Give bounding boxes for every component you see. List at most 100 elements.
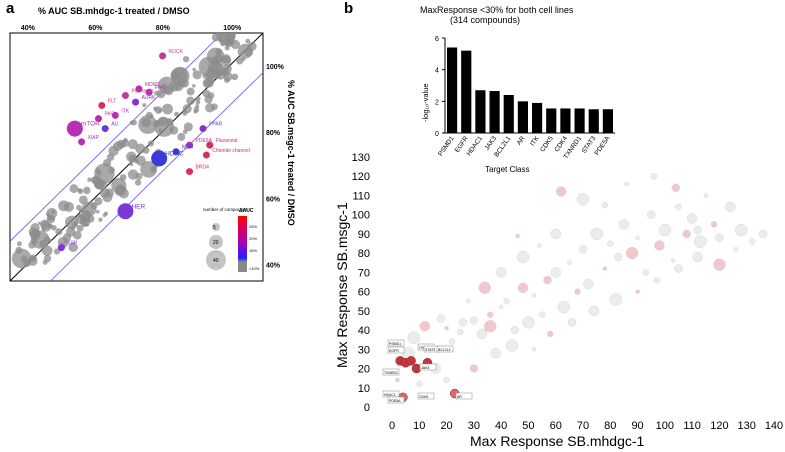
scatter-point bbox=[469, 316, 479, 325]
panel-a-point bbox=[70, 226, 75, 231]
scatter-ytick: 100 bbox=[352, 210, 370, 222]
scatter-point bbox=[748, 238, 756, 245]
scatter-annotation-box bbox=[382, 368, 400, 376]
scatter-point bbox=[686, 213, 698, 224]
scatter-point bbox=[671, 183, 681, 193]
panel-a-point bbox=[182, 110, 188, 116]
scatter-point bbox=[419, 320, 430, 332]
panel-a-point bbox=[103, 158, 112, 168]
scatter-point bbox=[733, 247, 739, 252]
panel-a-ytick: 40% bbox=[266, 262, 281, 269]
scatter-annotation: JAK3 bbox=[421, 366, 429, 370]
inset-bar bbox=[546, 108, 557, 133]
inset-bar bbox=[461, 50, 472, 133]
panel-a-point-label: PKC bbox=[104, 112, 115, 118]
scatter-point bbox=[713, 258, 726, 271]
scatter-annotation: PSMD1 bbox=[389, 342, 401, 346]
panel-a-point bbox=[83, 186, 91, 195]
panel-a-point bbox=[186, 87, 195, 96]
panel-a-point-label: Flavanoid bbox=[216, 138, 238, 144]
panel-a-highlight-point bbox=[151, 150, 168, 167]
panel-a-point bbox=[165, 118, 174, 126]
panel-a-legend-size-label: 40 bbox=[213, 258, 219, 264]
scatter-point bbox=[531, 347, 537, 352]
panel-a-point bbox=[195, 99, 201, 105]
panel-a-point-label: Chloride channel bbox=[212, 148, 250, 154]
scatter-point bbox=[543, 275, 552, 285]
panel-b-label: b bbox=[344, 0, 354, 17]
scatter-point bbox=[515, 233, 520, 239]
scatter-point bbox=[456, 328, 464, 336]
scatter-annotation: PDE5A bbox=[389, 399, 401, 403]
inset-bar bbox=[475, 90, 486, 133]
panel-a-legend-size-label: 20 bbox=[213, 240, 219, 246]
scatter-point bbox=[653, 276, 660, 284]
scatter-point bbox=[614, 252, 623, 262]
panel-a-point bbox=[138, 115, 158, 134]
inset-ytick-label: 4 bbox=[435, 68, 439, 75]
panel-a-point bbox=[150, 166, 157, 173]
panel-a-highlight-point bbox=[159, 52, 167, 60]
panel-a-point bbox=[30, 223, 40, 233]
panel-a-point bbox=[76, 224, 84, 232]
inset-category-label: ITK bbox=[529, 135, 541, 148]
scatter-point bbox=[588, 305, 600, 317]
scatter-ytick: 70 bbox=[358, 267, 370, 279]
scatter-xtick: 80 bbox=[604, 420, 616, 432]
scatter-annotation-box bbox=[417, 392, 435, 400]
panel-a-point-label: HER bbox=[131, 203, 145, 210]
panel-a-point bbox=[68, 242, 78, 253]
panel-a-point bbox=[55, 228, 63, 236]
scatter-point bbox=[703, 193, 709, 198]
scatter-point bbox=[618, 219, 630, 230]
scatter-annotation: TXNRD1 bbox=[384, 371, 398, 375]
panel-a-legend-color-tick: 20% bbox=[249, 236, 257, 241]
scatter-point bbox=[490, 347, 501, 359]
scatter-point bbox=[517, 282, 529, 294]
panel-a-point bbox=[147, 140, 154, 147]
panel-a-point bbox=[192, 67, 196, 72]
scatter-annotation-box bbox=[436, 345, 454, 353]
scatter-point bbox=[469, 364, 479, 373]
panel-a-point bbox=[206, 47, 225, 66]
scatter-annotation-box bbox=[419, 363, 437, 371]
inset-bar bbox=[560, 108, 571, 133]
scatter-ytick: 80 bbox=[358, 248, 370, 260]
panel-a-point bbox=[46, 214, 56, 224]
panel-a-point bbox=[95, 209, 100, 214]
panel-a-point bbox=[90, 176, 98, 184]
panel-a-point bbox=[82, 222, 87, 227]
panel-a-point bbox=[195, 96, 201, 102]
scatter-point bbox=[510, 325, 520, 335]
scatter-point bbox=[670, 258, 676, 264]
scatter-point bbox=[503, 297, 510, 305]
panel-a-point bbox=[142, 147, 150, 154]
panel-a-point bbox=[41, 245, 53, 256]
panel-a-point bbox=[220, 67, 230, 77]
inset-bar bbox=[489, 91, 500, 133]
panel-a-highlight-point bbox=[98, 101, 106, 109]
panel-a-point-label: mTOR bbox=[81, 121, 100, 128]
scatter-point bbox=[682, 229, 691, 239]
scatter-point bbox=[725, 201, 736, 213]
panel-a-point bbox=[205, 103, 215, 113]
scatter-point bbox=[642, 269, 650, 276]
panel-a-point bbox=[37, 221, 42, 225]
scatter-point bbox=[531, 293, 537, 298]
scatter-ytick: 30 bbox=[358, 344, 370, 356]
panel-a-point bbox=[63, 240, 67, 244]
panel-a-ytick: 80% bbox=[266, 130, 281, 137]
scatter-point bbox=[444, 325, 449, 331]
panel-a-legend-size-label: 5 bbox=[213, 225, 216, 231]
scatter-point bbox=[735, 223, 748, 237]
panel-a-legend-circle bbox=[212, 223, 220, 231]
panel-a-legend-circle bbox=[209, 235, 223, 249]
panel-a-xtick: 40% bbox=[21, 25, 36, 32]
scatter-xtick: 90 bbox=[631, 420, 643, 432]
panel-a-point-label: HDAC bbox=[165, 150, 184, 157]
panel-a-highlight-point bbox=[172, 148, 180, 156]
scatter-point bbox=[635, 235, 640, 241]
scatter-point bbox=[495, 267, 507, 278]
scatter-point bbox=[609, 293, 622, 306]
